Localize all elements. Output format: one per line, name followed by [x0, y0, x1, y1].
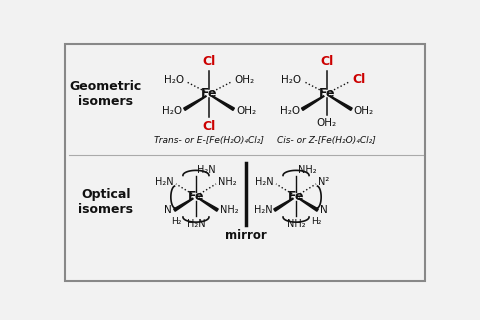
Polygon shape: [212, 96, 234, 110]
Text: Fe: Fe: [201, 87, 217, 100]
Text: N²: N²: [318, 177, 330, 187]
Text: Cis- or Z-[Fe(H₂O)₄Cl₂]: Cis- or Z-[Fe(H₂O)₄Cl₂]: [277, 136, 376, 145]
Polygon shape: [184, 96, 206, 110]
Text: Cl: Cl: [352, 74, 365, 86]
Text: H₂N: H₂N: [187, 219, 205, 228]
Text: N: N: [164, 205, 172, 215]
Text: Optical
isomers: Optical isomers: [78, 188, 133, 216]
Text: H₂: H₂: [171, 217, 181, 226]
Text: OH₂: OH₂: [234, 75, 254, 85]
Text: NH₂: NH₂: [220, 205, 239, 215]
Polygon shape: [330, 96, 352, 110]
Text: Fe: Fe: [319, 87, 335, 100]
Text: Fe: Fe: [288, 190, 304, 203]
Text: H₂N: H₂N: [197, 165, 216, 175]
Text: H₂: H₂: [311, 217, 321, 226]
Text: Cl: Cl: [320, 55, 334, 68]
Text: mirror: mirror: [225, 229, 267, 242]
Text: OH₂: OH₂: [236, 106, 256, 116]
Text: Cl: Cl: [203, 55, 216, 68]
Text: H₂O: H₂O: [280, 106, 300, 116]
Text: H₂N: H₂N: [155, 177, 174, 187]
Polygon shape: [274, 198, 293, 211]
Text: H₂N: H₂N: [255, 177, 274, 187]
Text: OH₂: OH₂: [354, 106, 374, 116]
Text: NH₂: NH₂: [298, 165, 316, 175]
Text: H₂O: H₂O: [162, 106, 182, 116]
Text: Geometric
isomers: Geometric isomers: [70, 80, 142, 108]
Text: N: N: [320, 205, 328, 215]
Text: H₂N: H₂N: [253, 205, 272, 215]
Text: H₂O: H₂O: [164, 75, 184, 85]
Text: H₂O: H₂O: [281, 75, 301, 85]
Polygon shape: [199, 198, 218, 211]
Text: NH₂: NH₂: [287, 219, 305, 228]
Text: NH₂: NH₂: [218, 177, 237, 187]
Polygon shape: [299, 198, 318, 211]
Text: Trans- or E-[Fe(H₂O)₄Cl₂]: Trans- or E-[Fe(H₂O)₄Cl₂]: [154, 136, 264, 145]
Text: Fe: Fe: [188, 190, 204, 203]
FancyBboxPatch shape: [65, 44, 425, 281]
Polygon shape: [174, 198, 193, 211]
Polygon shape: [301, 96, 324, 110]
Text: OH₂: OH₂: [317, 118, 337, 128]
Text: Cl: Cl: [203, 120, 216, 133]
